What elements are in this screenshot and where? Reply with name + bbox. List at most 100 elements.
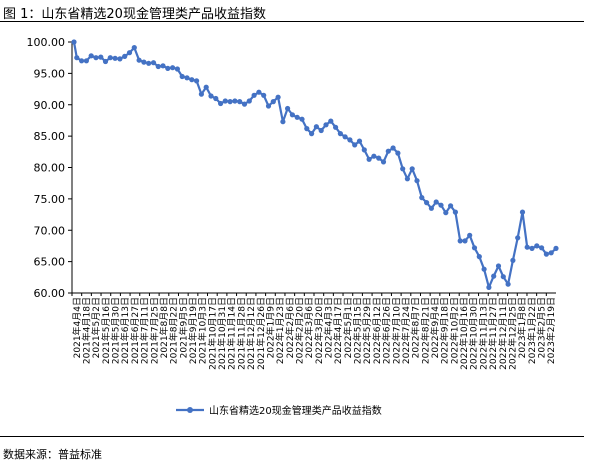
x-tick-label: 2021年11月28日 — [235, 297, 247, 370]
x-tick-label: 2022年11月27日 — [487, 297, 499, 370]
data-point — [390, 145, 396, 151]
x-tick-label: 2023年1月8日 — [516, 297, 528, 358]
data-point — [74, 55, 80, 61]
data-point — [457, 238, 463, 244]
data-point — [275, 94, 281, 100]
data-point — [131, 45, 137, 51]
x-tick-label: 2022年10月30日 — [468, 297, 480, 370]
y-tick-label: 60.00 — [34, 287, 66, 300]
data-point — [333, 124, 339, 130]
data-point — [486, 284, 492, 290]
data-point — [261, 92, 267, 98]
data-point — [419, 195, 425, 201]
data-point — [251, 92, 257, 98]
data-point — [126, 50, 133, 56]
x-tick-label: 2022年8月21日 — [419, 297, 431, 364]
data-point — [328, 118, 334, 124]
x-tick-label: 2022年5月1日 — [342, 297, 354, 358]
data-point — [198, 91, 204, 97]
x-tick-label: 2022年7月10日 — [390, 297, 402, 364]
source-note: 数据来源：普益标准 — [3, 448, 102, 461]
x-tick-label: 2022年12月11日 — [497, 297, 509, 370]
data-point — [448, 203, 454, 209]
data-point — [361, 147, 367, 153]
data-point — [155, 63, 161, 70]
data-point — [289, 112, 295, 118]
data-point — [117, 56, 123, 62]
data-point — [380, 159, 387, 165]
data-point — [136, 57, 142, 63]
data-point — [414, 178, 420, 184]
data-point — [337, 131, 343, 137]
data-point — [467, 232, 473, 238]
data-point — [160, 63, 166, 69]
data-point — [246, 98, 252, 104]
x-tick-label: 2021年9月5日 — [177, 297, 189, 358]
data-point — [476, 254, 482, 260]
data-point — [424, 200, 430, 206]
data-point — [428, 205, 434, 211]
plot-area — [71, 39, 559, 290]
x-tick-label: 2023年2月5日 — [535, 297, 547, 358]
data-point — [500, 274, 506, 280]
x-tick-label: 2023年1月22日 — [526, 297, 538, 364]
data-point — [438, 202, 444, 208]
x-axis: 2021年4月4日 2021年4月18日 2021年5月2日 2021年5月16日 20… — [71, 292, 557, 370]
data-point — [112, 55, 118, 61]
data-point — [376, 155, 382, 161]
x-tick-label: 2021年12月26日 — [255, 297, 267, 370]
x-tick-label: 2021年7月11日 — [139, 297, 151, 364]
data-point — [318, 127, 324, 134]
line-chart: 60.00 65.00 70.00 75.00 80.00 85.00 90.00 95.00… — [27, 36, 559, 417]
data-point — [400, 166, 406, 172]
x-tick-label: 2021年12月12日 — [245, 297, 257, 370]
data-point — [529, 245, 535, 251]
data-point — [79, 58, 85, 64]
data-point — [352, 142, 358, 148]
x-tick-label: 2022年4月3日 — [323, 297, 335, 358]
y-tick-label: 70.00 — [34, 224, 66, 237]
data-point — [294, 114, 300, 120]
data-point — [265, 103, 272, 109]
data-point — [98, 54, 104, 60]
data-point — [208, 93, 214, 99]
data-point — [107, 55, 113, 61]
y-tick-label: 95.00 — [34, 67, 66, 80]
data-point — [356, 138, 363, 144]
y-tick-label: 80.00 — [34, 162, 66, 175]
data-point — [409, 166, 415, 172]
data-point — [371, 153, 377, 159]
data-point — [481, 266, 487, 272]
data-point — [170, 65, 176, 71]
data-point — [433, 199, 439, 205]
data-point — [227, 99, 233, 105]
data-point — [165, 65, 171, 71]
data-point — [280, 119, 286, 125]
data-point — [471, 245, 478, 251]
x-tick-label: 2022年6月12日 — [371, 297, 383, 364]
data-point — [452, 209, 458, 215]
data-point — [150, 60, 157, 66]
data-point — [366, 156, 372, 162]
x-tick-label: 2022年2月20日 — [293, 297, 305, 364]
x-tick-label: 2022年12月25日 — [506, 297, 518, 370]
data-point — [548, 250, 554, 256]
x-tick-label: 2022年5月15日 — [352, 297, 364, 364]
data-point — [203, 84, 209, 90]
data-point — [285, 105, 291, 112]
data-point — [395, 150, 401, 156]
x-tick-label: 2022年10月16日 — [458, 297, 470, 370]
x-tick-label: 2022年9月18日 — [439, 297, 451, 364]
x-tick-label: 2021年11月14日 — [226, 297, 238, 370]
data-point — [83, 58, 89, 64]
x-tick-label: 2021年8月22日 — [168, 297, 180, 364]
x-tick-label: 2022年1月9日 — [264, 297, 276, 358]
x-tick-label: 2022年3月20日 — [313, 297, 325, 364]
x-tick-label: 2022年10月2日 — [448, 297, 460, 364]
legend: 山东省精选20现金管理类产品收益指数 — [176, 404, 382, 417]
data-point — [270, 99, 276, 105]
y-tick-label: 100.00 — [27, 36, 66, 49]
x-tick-label: 2023年2月19日 — [545, 297, 557, 364]
x-tick-label: 2022年3月6日 — [303, 297, 315, 358]
data-point — [347, 137, 353, 143]
